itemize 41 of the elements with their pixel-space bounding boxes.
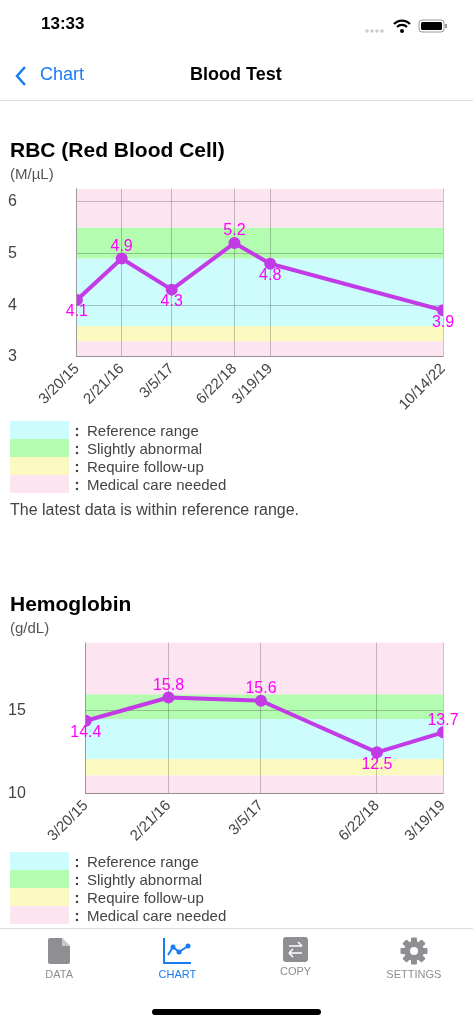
y-tick-label: 3 — [8, 347, 17, 365]
y-tick-label: 6 — [8, 191, 17, 209]
legend-label: Slightly abnormal — [73, 439, 203, 457]
legend-label: Require follow-up — [73, 457, 204, 475]
data-label: 14.4 — [70, 723, 102, 741]
y-tick-label: 4 — [8, 295, 17, 313]
data-label: 4.3 — [160, 292, 183, 310]
y-axis-title: (M/µL) — [10, 165, 55, 182]
data-label: 4.9 — [110, 236, 133, 254]
legend-label: Medical care needed — [73, 906, 227, 924]
y-tick-label: 5 — [8, 243, 17, 261]
text: COPY — [280, 965, 312, 977]
text: DATA — [45, 968, 73, 980]
data-label: 4.8 — [259, 266, 282, 284]
text: Blood Test — [190, 64, 282, 85]
data-label: 5.2 — [223, 221, 246, 239]
y-axis-title: (g/dL) — [10, 619, 51, 636]
legend-label: Medical care needed — [73, 475, 227, 493]
legend-label: Require follow-up — [73, 888, 204, 906]
data-label: 15.8 — [152, 675, 185, 693]
text: The latest data is within reference range. — [10, 501, 301, 519]
data-label: 3.9 — [431, 312, 455, 330]
legend-label: Slightly abnormal — [73, 870, 203, 888]
text: CHART — [158, 968, 197, 980]
point — [228, 237, 241, 249]
text: 13:33 — [41, 14, 85, 34]
text: Chart — [40, 64, 85, 85]
chart-title: Hemoglobin — [10, 592, 133, 616]
data-label: 13.7 — [427, 710, 459, 728]
chart-title: RBC (Red Blood Cell) — [10, 138, 226, 162]
y-tick-label: 10 — [8, 784, 26, 802]
y-tick-label: 15 — [8, 701, 26, 719]
data-label: 12.5 — [361, 754, 393, 772]
point — [115, 252, 128, 265]
point — [162, 691, 175, 704]
legend-label: Reference range — [73, 852, 199, 870]
point — [254, 694, 267, 707]
text: SETTINGS — [386, 968, 442, 980]
data-label: 4.1 — [65, 302, 89, 320]
data-label: 15.6 — [245, 679, 277, 697]
legend-label: Reference range — [73, 421, 199, 439]
